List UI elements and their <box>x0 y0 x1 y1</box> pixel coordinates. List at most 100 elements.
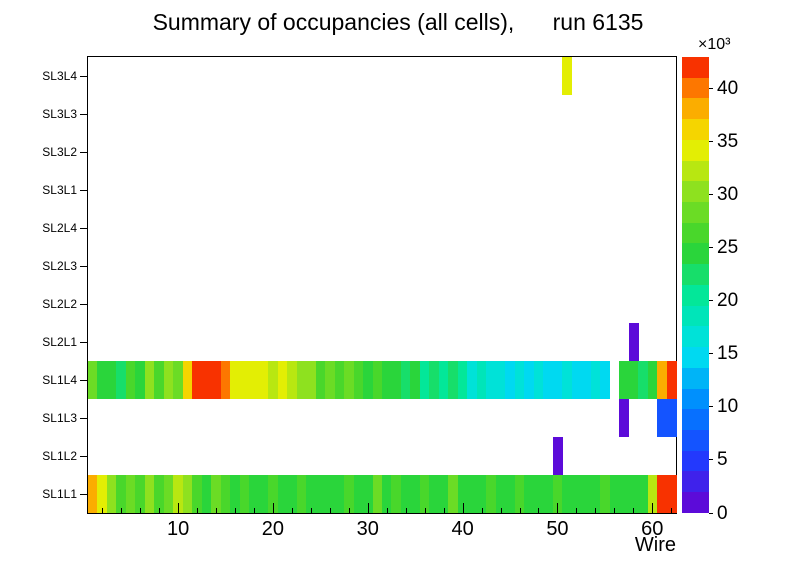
heatmap-cell <box>581 475 592 513</box>
heatmap-cell <box>619 361 630 399</box>
colorbar-segment <box>682 139 709 161</box>
heatmap-cell <box>249 475 260 513</box>
colorbar-segment <box>682 181 709 203</box>
x-axis-minor-tick <box>235 508 236 513</box>
heatmap-cell <box>287 361 298 399</box>
heatmap-cell <box>201 361 212 399</box>
heatmap-cell <box>628 475 639 513</box>
heatmap-cell <box>524 361 535 399</box>
heatmap-cell <box>325 475 336 513</box>
colorbar-segment <box>682 388 709 410</box>
heatmap-cell <box>495 475 506 513</box>
heatmap-cell <box>467 361 478 399</box>
x-axis-minor-tick <box>633 508 635 513</box>
x-axis-minor-tick <box>614 508 616 513</box>
y-axis-tick <box>80 151 88 153</box>
heatmap-cell <box>448 361 459 399</box>
heatmap-cell <box>666 361 677 399</box>
heatmap-cell <box>88 475 99 513</box>
heatmap-cell <box>116 475 127 513</box>
heatmap-cell <box>230 475 241 513</box>
heatmap-cell <box>562 475 573 513</box>
heatmap-cell <box>125 475 136 513</box>
heatmap-cell <box>619 399 630 437</box>
colorbar-segment <box>682 57 709 78</box>
x-axis-minor-tick <box>102 508 104 513</box>
colorbar-tick <box>709 353 713 355</box>
x-axis-minor-tick <box>424 508 426 513</box>
heatmap-cell <box>239 361 250 399</box>
x-axis-minor-tick <box>405 508 407 513</box>
heatmap-cell <box>514 361 525 399</box>
heatmap-cell <box>514 475 525 513</box>
heatmap-cell <box>315 361 326 399</box>
heatmap-cell <box>382 475 393 513</box>
heatmap-cell <box>315 475 326 513</box>
heatmap-cell <box>344 361 355 399</box>
heatmap-cell <box>268 361 279 399</box>
heatmap-cell <box>182 361 193 399</box>
heatmap-cell <box>467 475 478 513</box>
x-axis-minor-tick <box>576 508 578 513</box>
heatmap-cell <box>438 475 449 513</box>
colorbar-segment <box>682 202 709 223</box>
x-axis-label: 50 <box>546 518 569 540</box>
heatmap-cell <box>600 475 611 513</box>
x-axis-major-tick <box>652 503 654 513</box>
x-axis-major-tick <box>178 503 180 513</box>
x-axis-label: 30 <box>356 518 379 540</box>
heatmap-cell <box>429 361 440 399</box>
y-axis-tick <box>80 417 88 419</box>
colorbar-segment <box>682 77 709 99</box>
x-axis-minor-tick <box>253 508 255 513</box>
x-axis-minor-tick <box>348 508 350 513</box>
heatmap-cell <box>657 475 668 513</box>
heatmap-cell <box>638 361 649 399</box>
colorbar-segment <box>682 450 709 472</box>
colorbar-segment <box>682 429 709 451</box>
heatmap-cell <box>666 475 677 513</box>
colorbar-tick <box>709 512 713 514</box>
heatmap-cell <box>220 361 231 399</box>
colorbar-tick <box>709 88 713 90</box>
heatmap-cell <box>277 361 288 399</box>
y-axis-tick <box>80 379 88 381</box>
x-axis-major-tick <box>367 503 369 513</box>
heatmap-cell <box>344 475 355 513</box>
heatmap-cell <box>562 57 573 95</box>
heatmap-cell <box>372 361 383 399</box>
x-axis-minor-tick <box>329 508 331 513</box>
colorbar-tick-label: 25 <box>717 237 739 259</box>
heatmap-cell <box>657 399 668 437</box>
y-axis-label: SL3L3 <box>42 107 77 121</box>
colorbar-segment <box>682 367 709 389</box>
x-axis-minor-tick <box>159 508 161 513</box>
heatmap-cell <box>419 361 430 399</box>
heatmap-cell <box>268 475 279 513</box>
heatmap-cell <box>609 475 620 513</box>
heatmap-cell <box>88 361 99 399</box>
colorbar-tick-label: 15 <box>717 343 739 365</box>
heatmap-cell <box>524 475 535 513</box>
heatmap-cell <box>144 475 155 513</box>
x-axis-minor-tick <box>481 508 483 513</box>
heatmap-cell <box>600 361 611 399</box>
heatmap-cell <box>647 361 658 399</box>
heatmap-cell <box>173 361 184 399</box>
colorbar-tick-label: 40 <box>717 78 739 100</box>
y-axis-label: SL1L3 <box>42 411 77 425</box>
colorbar <box>682 57 709 513</box>
colorbar-segment <box>682 409 709 430</box>
heatmap-cell <box>306 475 317 513</box>
heatmap-cell <box>666 399 677 437</box>
colorbar-tick-label: 5 <box>717 449 728 471</box>
heatmap-cell <box>657 361 668 399</box>
heatmap-cell <box>638 475 649 513</box>
heatmap-cell <box>192 361 203 399</box>
y-axis-tick <box>80 303 88 305</box>
heatmap-cell <box>258 361 269 399</box>
heatmap-cell <box>391 361 402 399</box>
x-axis-major-tick <box>272 503 274 513</box>
heatmap-cell <box>363 475 374 513</box>
heatmap-cell <box>552 361 563 399</box>
